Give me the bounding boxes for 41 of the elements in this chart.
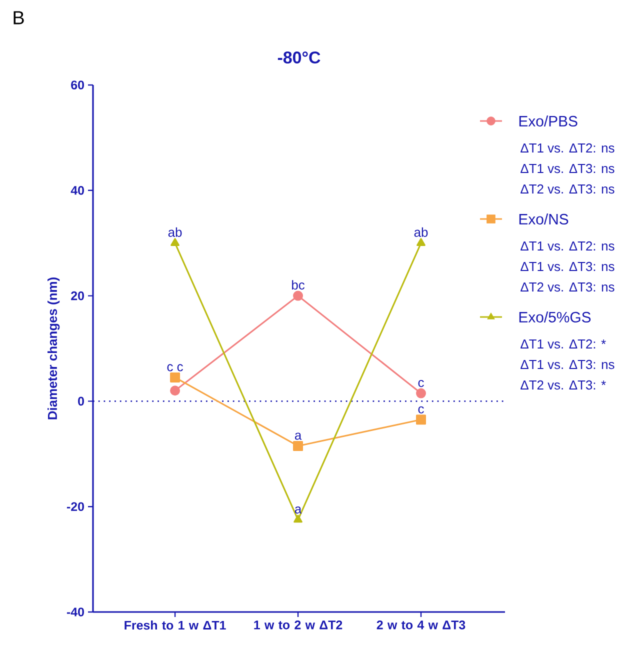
y-tick-label: 0 bbox=[78, 396, 84, 406]
point bbox=[416, 414, 426, 425]
annotation: a bbox=[294, 432, 302, 440]
annotation: c bbox=[418, 380, 424, 388]
annotation: c c bbox=[167, 364, 183, 372]
point bbox=[416, 238, 426, 246]
annotation: bc bbox=[292, 280, 305, 290]
annotation: c bbox=[418, 406, 424, 414]
text: ΔT1 vs. ΔT2: ns bbox=[520, 143, 614, 153]
point bbox=[293, 290, 304, 301]
x-tick-label: Fresh to 1 w ΔT1 bbox=[124, 620, 226, 630]
point bbox=[170, 238, 180, 246]
text: ΔT1 vs. ΔT3: ns bbox=[520, 360, 614, 370]
point bbox=[294, 514, 302, 523]
legend-label: Exo/5%GS bbox=[519, 312, 591, 322]
y-tick-label: 20 bbox=[71, 291, 84, 300]
point bbox=[170, 386, 180, 396]
x-tick-label: 2 w to 4 w ΔT3 bbox=[376, 620, 466, 630]
text: B bbox=[14, 11, 24, 24]
text: ΔT2 vs. ΔT3: ns bbox=[520, 282, 614, 292]
text: ΔT1 vs. ΔT3: ns bbox=[520, 262, 614, 272]
legend-label: Exo/PBS bbox=[519, 116, 578, 126]
y-tick-label: 60 bbox=[71, 80, 84, 90]
text: ΔT1 vs. ΔT2: ns bbox=[520, 241, 614, 251]
annotation: ab bbox=[414, 227, 428, 237]
text: ΔT1 vs. ΔT3: ns bbox=[520, 164, 614, 174]
y-tick-label: 40 bbox=[70, 186, 84, 195]
legend-label: Exo/NS bbox=[519, 214, 568, 224]
x-tick-label: 1 w to 2 w ΔT2 bbox=[254, 620, 342, 630]
y-tick-label: -40 bbox=[66, 608, 84, 616]
text: ΔT1 vs. ΔT2: * bbox=[520, 339, 606, 349]
annotation: a bbox=[294, 506, 302, 514]
annotation: ab bbox=[168, 227, 182, 237]
text: ΔT2 vs. ΔT3: ns bbox=[520, 184, 614, 194]
chart-title: -80°C bbox=[278, 52, 320, 64]
point bbox=[416, 388, 426, 398]
y-tick-label: -20 bbox=[66, 502, 84, 512]
text: ΔT2 vs. ΔT3: * bbox=[520, 380, 606, 390]
y-axis-title: Diameter changes (nm) bbox=[48, 278, 60, 420]
point bbox=[293, 440, 304, 451]
point bbox=[170, 372, 180, 382]
